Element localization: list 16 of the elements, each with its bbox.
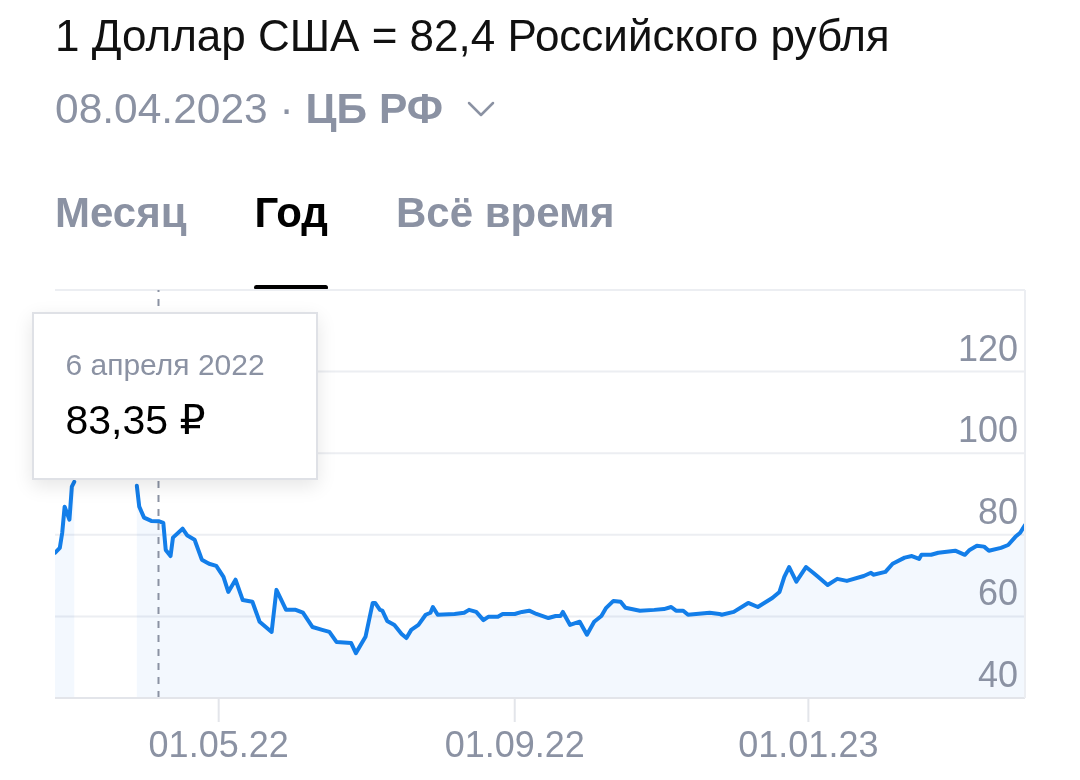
x-tick-label: 01.09.22 [444, 724, 585, 765]
text: Всё время [395, 189, 615, 237]
y-tick-label: 100 [957, 409, 1018, 451]
chart-title: 1 Доллар США = 82,4 Российского рубля [55, 11, 890, 61]
text: Год [254, 189, 328, 237]
annotation: 6 апреля 2022 [65, 348, 265, 382]
annotation: 83,35 ₽ [65, 397, 206, 444]
x-tick-label: 01.01.23 [738, 724, 879, 765]
y-tick-label: 120 [957, 327, 1018, 369]
y-tick-label: 80 [977, 490, 1018, 532]
chart-subtitle: 08.04.2023 · ЦБ РФ [55, 85, 443, 133]
y-tick-label: 60 [977, 572, 1018, 614]
x-tick-label: 01.05.22 [148, 724, 289, 765]
text: Месяц [55, 189, 187, 237]
y-tick-label: 40 [977, 654, 1018, 695]
tooltip-card: 6 апреля 2022 83,35 ₽ [32, 312, 319, 481]
